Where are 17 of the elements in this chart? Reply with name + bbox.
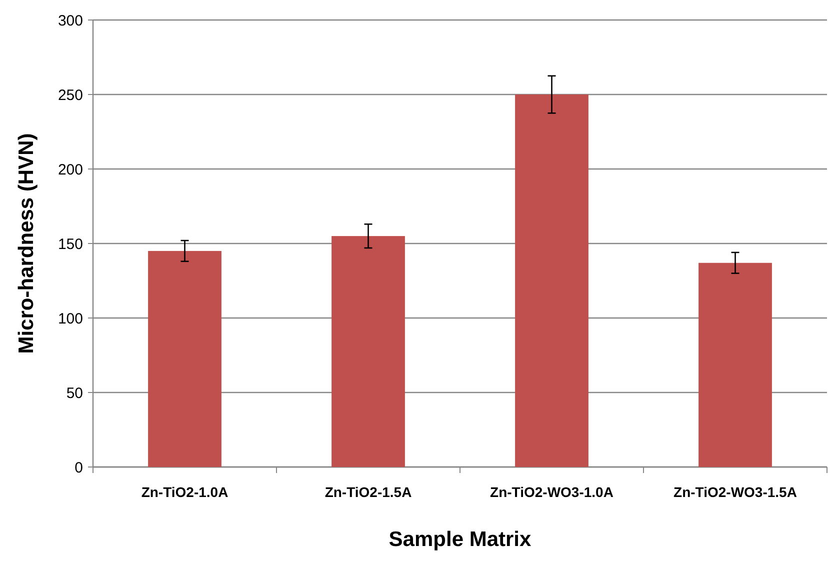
bar <box>148 250 222 467</box>
y-tick-label: 250 <box>58 86 83 104</box>
y-tick-label: 200 <box>58 161 83 178</box>
y-axis-title: Micro-hardness (HVN) <box>15 133 38 354</box>
x-tick-label: Zn-TiO2-WO3-1.5A <box>674 484 797 500</box>
y-tick-label: 0 <box>74 459 83 476</box>
x-tick-label: Zn-TiO2-1.5A <box>324 484 412 500</box>
bar <box>332 236 405 467</box>
bar <box>515 94 588 467</box>
x-tick-label: Zn-TiO2-WO3-1.0A <box>490 484 614 500</box>
x-axis-title: Sample Matrix <box>388 528 532 551</box>
bar <box>698 262 772 467</box>
y-tick-label: 300 <box>58 12 83 30</box>
y-tick-label: 50 <box>66 384 83 402</box>
x-tick-label: Zn-TiO2-1.0A <box>141 484 228 500</box>
y-tick-label: 100 <box>58 310 83 328</box>
y-tick-label: 150 <box>58 236 83 253</box>
